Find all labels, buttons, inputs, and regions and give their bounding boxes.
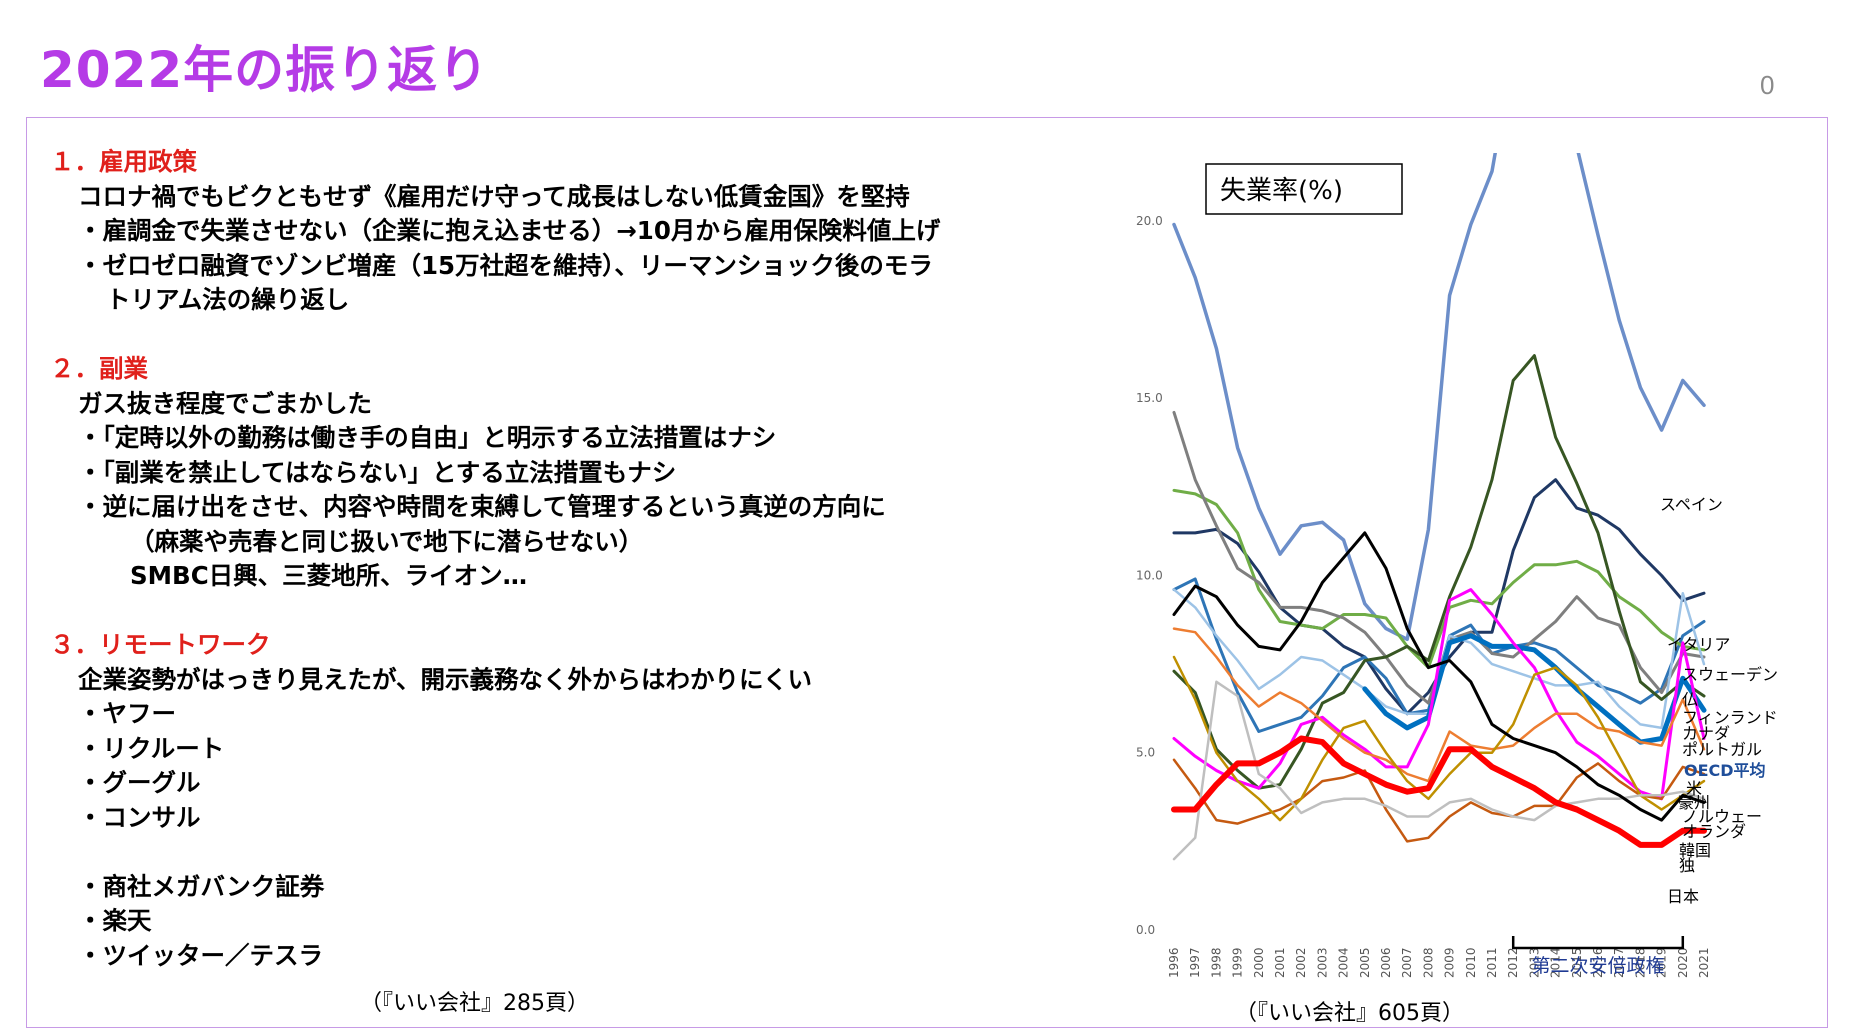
chart-title: 失業率(%) (1220, 176, 1343, 206)
section-line: ・雇調金で失業させない（企業に抱え込ませる）→10月から雇用保険料値上げ (78, 216, 941, 245)
x-tick-label: 2008 (1421, 947, 1435, 978)
series-label: ポルトガル (1682, 740, 1762, 759)
chart-title-box (1205, 163, 1403, 215)
series-line (1172, 627, 1706, 783)
x-tick-label: 1996 (1167, 947, 1181, 978)
annotation-bracket (1511, 936, 1685, 950)
series-label: 仏 (1682, 690, 1698, 709)
series-label: 米 (1686, 779, 1702, 798)
section-line: ・ゼロゼロ融資でゾンビ増産（15万社超を維持）、リーマンショック後のモラ (78, 250, 933, 280)
section-line: ガス抜き程度でごまかした (78, 388, 372, 418)
x-tick-label: 2017 (1612, 947, 1626, 978)
section-line: ・リクルート (78, 733, 225, 763)
series-line (1172, 153, 1706, 642)
x-tick-label: 1998 (1209, 947, 1223, 978)
section-line: ・グーグル (78, 768, 201, 797)
x-tick-label: 2015 (1570, 947, 1584, 978)
series-label: 日本 (1667, 887, 1699, 906)
section-line: ・コンサル (78, 802, 201, 832)
x-tick-label: 2021 (1697, 947, 1711, 978)
x-tick-label: 2013 (1527, 947, 1541, 978)
series-line (1362, 633, 1707, 745)
x-tick-label: 2019 (1655, 947, 1669, 978)
x-tick-label: 2007 (1400, 947, 1414, 978)
x-tick-label: 2005 (1358, 947, 1372, 978)
x-tick-label: 2009 (1443, 947, 1457, 978)
unemployment-chart: 0.0 5.0 10.0 15.0 20.0 1996 1997 1998 1999 2000 20… (1136, 153, 1778, 978)
y-tick-label: 10.0 (1136, 568, 1163, 582)
series-label: カナダ (1682, 724, 1730, 743)
series-line (1172, 680, 1706, 861)
series-line (1171, 735, 1707, 848)
section-line (50, 835, 1090, 870)
section-heading: ２．副業 (50, 354, 148, 383)
annotation-label: 第二次安倍政権 (1531, 955, 1664, 977)
series-line (1172, 758, 1706, 843)
chart-panel: 0.0 5.0 10.0 15.0 20.0 1996 1997 1998 1999 2000 20… (1104, 150, 1820, 980)
x-tick-label: 2006 (1379, 947, 1393, 978)
slide-title: 2022年の振り返り (40, 41, 490, 99)
content-frame (26, 117, 1828, 1028)
section-line: ・ツイッター／テスラ (78, 940, 323, 970)
series-label: イタリア (1667, 635, 1730, 654)
x-tick-label: 2018 (1633, 947, 1647, 978)
x-tick-label: 2020 (1676, 947, 1690, 978)
section-gap (50, 318, 1090, 353)
section-line: コロナ禍でもビクともせず《雇用だけ守って成長はしない低賃金国》を堅持 (78, 181, 910, 211)
section-line: ・ヤフー (78, 699, 176, 728)
x-tick-label: 2011 (1485, 947, 1499, 978)
section-heading: １．雇用政策 (50, 147, 197, 176)
section-line: ・逆に届け出をさせ、内容や時間を束縛して管理するという真逆の方向に (78, 492, 886, 521)
section-line: SMBC日興、三菱地所、ライオン… (130, 561, 528, 590)
series-label: スペイン (1660, 495, 1723, 514)
series-label: フィンランド (1682, 708, 1778, 727)
y-tick-label: 20.0 (1136, 214, 1163, 228)
section-line: トリアム法の繰り返し (106, 285, 350, 314)
series-line (1172, 531, 1706, 822)
x-tick-label: 2016 (1591, 947, 1605, 978)
series-label: 韓国 (1679, 841, 1711, 860)
series-label: 豪州 (1678, 793, 1710, 812)
x-tick-label: 2004 (1337, 947, 1351, 978)
page-number: 0 (1760, 70, 1775, 100)
section-line: 企業姿勢がはっきり見えたが、開示義務なく外からはわかりにくい (78, 664, 813, 694)
series-label: OECD平均 (1684, 761, 1766, 780)
section-line: ・「定時以外の勤務は働き手の自由」と明示する立法措置はナシ (78, 423, 777, 452)
series-line (1172, 655, 1706, 822)
series-label: オランダ (1682, 822, 1746, 841)
y-tick-label: 15.0 (1136, 391, 1163, 405)
series-line (1172, 588, 1706, 801)
series-label: スウェーデン (1682, 665, 1778, 684)
section-heading: ３．リモートワーク (50, 630, 271, 659)
series-label: ノルウェー (1682, 807, 1762, 826)
x-tick-label: 1999 (1231, 947, 1245, 978)
x-tick-label: 2003 (1315, 947, 1329, 978)
x-tick-label: 2014 (1549, 947, 1563, 978)
y-tick-label: 5.0 (1136, 746, 1155, 760)
x-tick-label: 1997 (1188, 947, 1202, 978)
citation-left: （『いい会社』285頁） (360, 991, 589, 1016)
x-tick-label: 2000 (1252, 947, 1266, 978)
series-line (1172, 354, 1706, 790)
section-gap (50, 594, 1090, 629)
section-line: ・商社メガバンク証券 (78, 871, 325, 901)
x-tick-label: 2010 (1464, 947, 1478, 978)
section-line: （麻薬や売春と同じ扱いで地下に潜らせない） (130, 526, 644, 556)
section-line: ・「副業を禁止してはならない」とする立法措置もナシ (78, 457, 677, 487)
section-line: ・楽天 (78, 906, 152, 935)
x-tick-label: 2002 (1294, 947, 1308, 978)
x-tick-label: 2012 (1506, 947, 1520, 978)
citation-right: （『いい会社』605頁） (1235, 1001, 1464, 1026)
x-tick-label: 2001 (1273, 947, 1287, 978)
series-label: 独 (1679, 856, 1695, 875)
text-content: １．雇用政策コロナ禍でもビクともせず《雇用だけ守って成長はしない低賃金国》を堅持… (50, 145, 1090, 973)
y-tick-label: 0.0 (1136, 923, 1155, 937)
